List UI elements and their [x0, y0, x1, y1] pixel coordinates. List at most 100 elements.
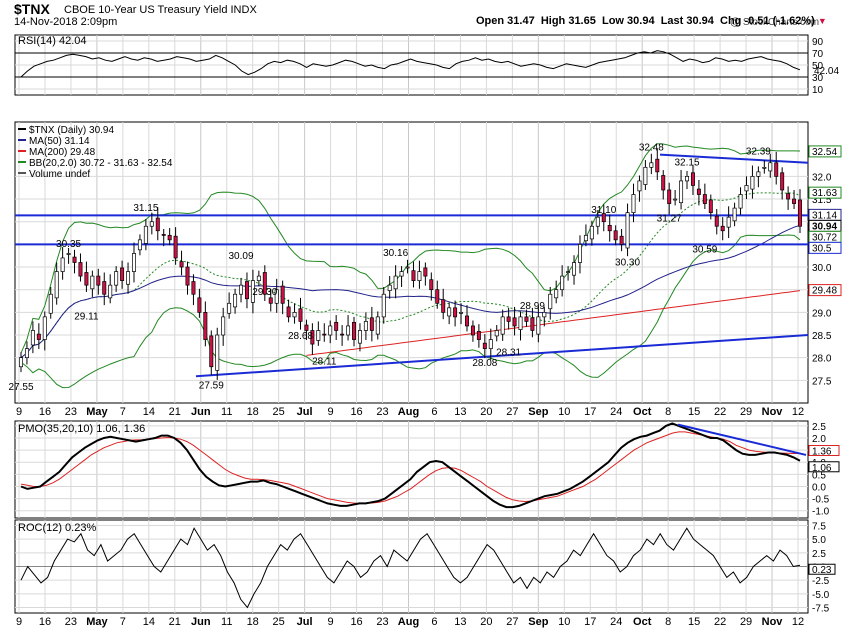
price-right-badge [808, 145, 842, 158]
x-tick-label: 23 [65, 616, 77, 628]
x-tick-label: Aug [398, 616, 419, 628]
price-tick-label: 28.5 [812, 331, 832, 342]
candle-body [328, 325, 333, 336]
x-tick-label: Aug [398, 406, 419, 418]
candle-body [583, 234, 588, 242]
candle-body [24, 348, 29, 359]
price-annotation: 30.30 [615, 257, 640, 268]
x-tick-label: 20 [480, 616, 492, 628]
pmo-signal-line [20, 431, 800, 504]
candle-body [631, 194, 636, 213]
candle-body [387, 284, 392, 291]
pmo-line [20, 422, 801, 509]
candle-body [78, 262, 83, 277]
x-tick-label: 24 [610, 406, 622, 418]
price-annotation: 30.59 [692, 244, 717, 255]
candle-body [274, 289, 279, 304]
candle-body [708, 199, 713, 213]
x-tick-label: Nov [762, 616, 784, 628]
roc-tick-label: -2.5 [812, 576, 830, 587]
price-right-label: 30.72 [812, 232, 837, 243]
x-tick-label: 12 [792, 616, 804, 628]
candle-body [197, 297, 202, 313]
x-tick-label: 7 [120, 406, 126, 418]
x-tick-label: Jun [191, 406, 211, 418]
bb-upper-line [20, 143, 801, 354]
pmo-tick-label: 2.0 [812, 434, 826, 445]
quote-low: Low 30.94 [601, 15, 655, 27]
price-right-badge [808, 284, 842, 297]
x-tick-label: Nov [762, 406, 784, 418]
candle-body [42, 316, 47, 340]
x-tick-label: 6 [431, 406, 437, 418]
candle-body [470, 325, 475, 336]
rsi-line [20, 50, 801, 78]
candle-body [114, 271, 119, 286]
rising-trendline [195, 334, 809, 378]
candle-body [679, 180, 684, 204]
candle-body [750, 176, 755, 190]
x-tick-label: 20 [480, 406, 492, 418]
candle-body [173, 235, 178, 259]
candle-body [90, 275, 95, 290]
candle-body [625, 212, 630, 249]
candle-body [120, 267, 125, 281]
candle-body [381, 293, 386, 318]
timestamp: 14-Nov-2018 2:09pm [14, 16, 118, 28]
roc-line [20, 527, 801, 609]
candle-body [352, 321, 356, 340]
x-tick-label: Sep [528, 616, 548, 628]
x-tick-label: Jul [297, 616, 313, 628]
candle-body [340, 333, 345, 336]
price-annotation: 30.16 [383, 248, 408, 259]
candle-body [179, 261, 184, 268]
candle-body [322, 333, 327, 336]
candle-body [673, 198, 678, 201]
x-tick-label: 22 [714, 406, 726, 418]
candle-body [702, 194, 707, 204]
quote-bar: Open 31.47 High 31.65 Low 30.94 Last 30.… [476, 15, 827, 27]
price-right-badge [808, 241, 842, 254]
rsi-tick-label: 50 [812, 61, 824, 72]
candle-body [530, 317, 535, 331]
x-tick-label: 9 [16, 406, 22, 418]
symbol: $TNX [14, 1, 50, 17]
x-tick-label: 29 [740, 616, 752, 628]
candle-body [96, 275, 101, 286]
x-tick-label: 25 [273, 616, 285, 628]
candle-body [786, 193, 791, 200]
candle-body [280, 285, 285, 304]
x-tick-label: 16 [350, 616, 362, 628]
ma200-line [306, 290, 801, 356]
candle-body [72, 256, 77, 263]
price-tick-label: 27.5 [812, 376, 832, 387]
x-tick-label: 25 [273, 406, 285, 418]
x-tick-label: 21 [169, 616, 181, 628]
candle-body [310, 330, 315, 345]
candle-body [601, 213, 606, 223]
candle-body [696, 188, 701, 195]
pmo-tick-label: -1.0 [812, 507, 830, 518]
candle-body [108, 284, 113, 299]
candle-body [155, 217, 160, 232]
price-annotation: 28.11 [312, 357, 337, 368]
candle-body [792, 198, 797, 204]
candle-body [685, 176, 690, 182]
candle-body [780, 172, 785, 191]
candle-body [292, 312, 297, 318]
candle-body [768, 162, 773, 172]
price-tick-label: 29.0 [812, 308, 832, 319]
x-tick-label: Sep [528, 406, 548, 418]
candle-body [256, 275, 261, 281]
candle-body [167, 234, 172, 241]
candle-body [738, 194, 743, 209]
price-right-label: 31.63 [812, 188, 837, 199]
x-tick-label: 23 [376, 616, 388, 628]
price-legend-entry: MA(200) 29.48 [29, 147, 96, 158]
candle-body [393, 275, 398, 290]
candle-body [441, 299, 446, 313]
price-annotation: 31.27 [657, 213, 682, 224]
candle-body [572, 262, 577, 276]
price-annotation: 31.10 [591, 205, 616, 216]
falling-trendline [659, 153, 809, 164]
